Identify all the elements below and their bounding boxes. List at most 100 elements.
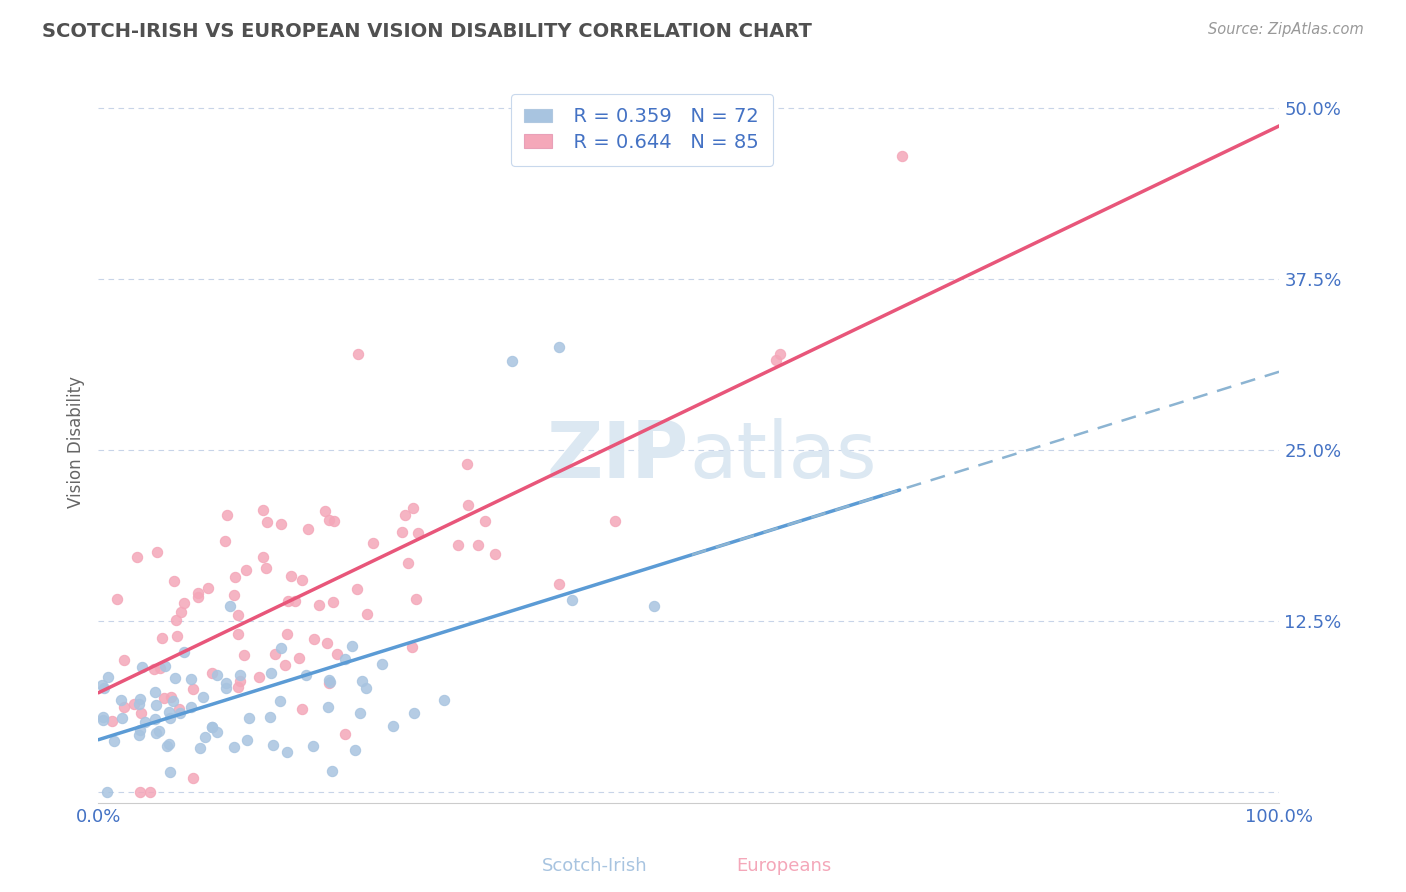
Point (159, 765, 181, 780)
Point (112, 700, 135, 714)
Point (405, 591, 427, 606)
Point (346, 582, 368, 597)
Point (139, 785, 162, 799)
Point (145, 698, 167, 712)
Point (232, 648, 254, 662)
Point (228, 673, 250, 688)
Point (548, 340, 571, 354)
Point (205, 725, 228, 739)
Point (180, 700, 202, 714)
Point (342, 639, 364, 653)
Point (501, 353, 523, 368)
Point (129, 692, 152, 706)
Point (201, 720, 224, 734)
Point (201, 720, 224, 734)
Point (93, 681, 115, 695)
Point (143, 684, 166, 698)
Point (226, 607, 249, 622)
Point (247, 670, 270, 684)
Point (129, 723, 152, 737)
Point (93, 710, 115, 724)
Point (91, 678, 114, 692)
Point (484, 548, 506, 562)
Point (169, 702, 191, 716)
Text: atlas: atlas (689, 418, 876, 494)
Point (391, 525, 413, 540)
Point (318, 513, 340, 527)
Point (347, 347, 370, 361)
Point (322, 595, 344, 609)
Point (173, 596, 195, 610)
Point (166, 629, 188, 643)
Point (103, 733, 125, 747)
Point (256, 515, 278, 529)
Point (370, 657, 392, 672)
Point (219, 599, 242, 614)
Point (316, 700, 339, 714)
Point (457, 498, 479, 512)
Point (214, 533, 236, 548)
Point (277, 593, 299, 607)
Point (226, 680, 249, 694)
Point (129, 785, 152, 799)
Point (169, 706, 191, 721)
Point (180, 672, 202, 686)
Point (288, 651, 311, 665)
Point (284, 594, 307, 608)
Text: SCOTCH-IRISH VS EUROPEAN VISION DISABILITY CORRELATION CHART: SCOTCH-IRISH VS EUROPEAN VISION DISABILI… (42, 22, 813, 41)
Point (433, 692, 456, 706)
Point (148, 723, 170, 738)
Point (274, 658, 297, 673)
Point (354, 681, 377, 695)
Point (318, 673, 340, 687)
Legend:   R = 0.359   N = 72,   R = 0.644   N = 85: R = 0.359 N = 72, R = 0.644 N = 85 (510, 94, 773, 166)
Point (318, 676, 340, 690)
Point (406, 525, 429, 540)
Text: Scotch-Irish: Scotch-Irish (541, 857, 647, 875)
Point (765, 353, 787, 368)
Point (394, 508, 416, 522)
Point (333, 727, 356, 741)
Point (163, 574, 186, 588)
Point (145, 726, 167, 740)
Point (263, 647, 285, 661)
Y-axis label: Vision Disability: Vision Disability (66, 376, 84, 508)
Point (260, 666, 283, 681)
Point (890, 148, 912, 162)
Point (314, 504, 336, 518)
Point (236, 733, 259, 747)
Point (643, 599, 665, 613)
Point (91, 713, 114, 727)
Point (201, 666, 224, 681)
Point (197, 581, 219, 595)
Point (127, 549, 149, 564)
Point (402, 501, 425, 516)
Point (226, 627, 249, 641)
Point (191, 690, 214, 705)
Point (235, 563, 257, 577)
Point (276, 627, 298, 641)
Point (276, 745, 298, 759)
Point (349, 706, 371, 721)
Point (270, 516, 292, 531)
Point (323, 514, 346, 528)
Point (153, 659, 176, 673)
Point (131, 660, 153, 674)
Point (319, 674, 342, 689)
Point (111, 711, 134, 725)
Point (110, 693, 132, 707)
Text: Europeans: Europeans (735, 857, 831, 875)
Point (605, 514, 627, 528)
Point (170, 605, 193, 619)
Point (131, 706, 153, 720)
Point (308, 599, 330, 613)
Point (344, 742, 367, 756)
Point (165, 614, 187, 628)
Point (456, 458, 478, 472)
Point (291, 574, 314, 588)
Point (159, 690, 181, 704)
Point (547, 577, 569, 591)
Point (270, 641, 292, 656)
Point (361, 536, 384, 550)
Point (96, 785, 118, 799)
